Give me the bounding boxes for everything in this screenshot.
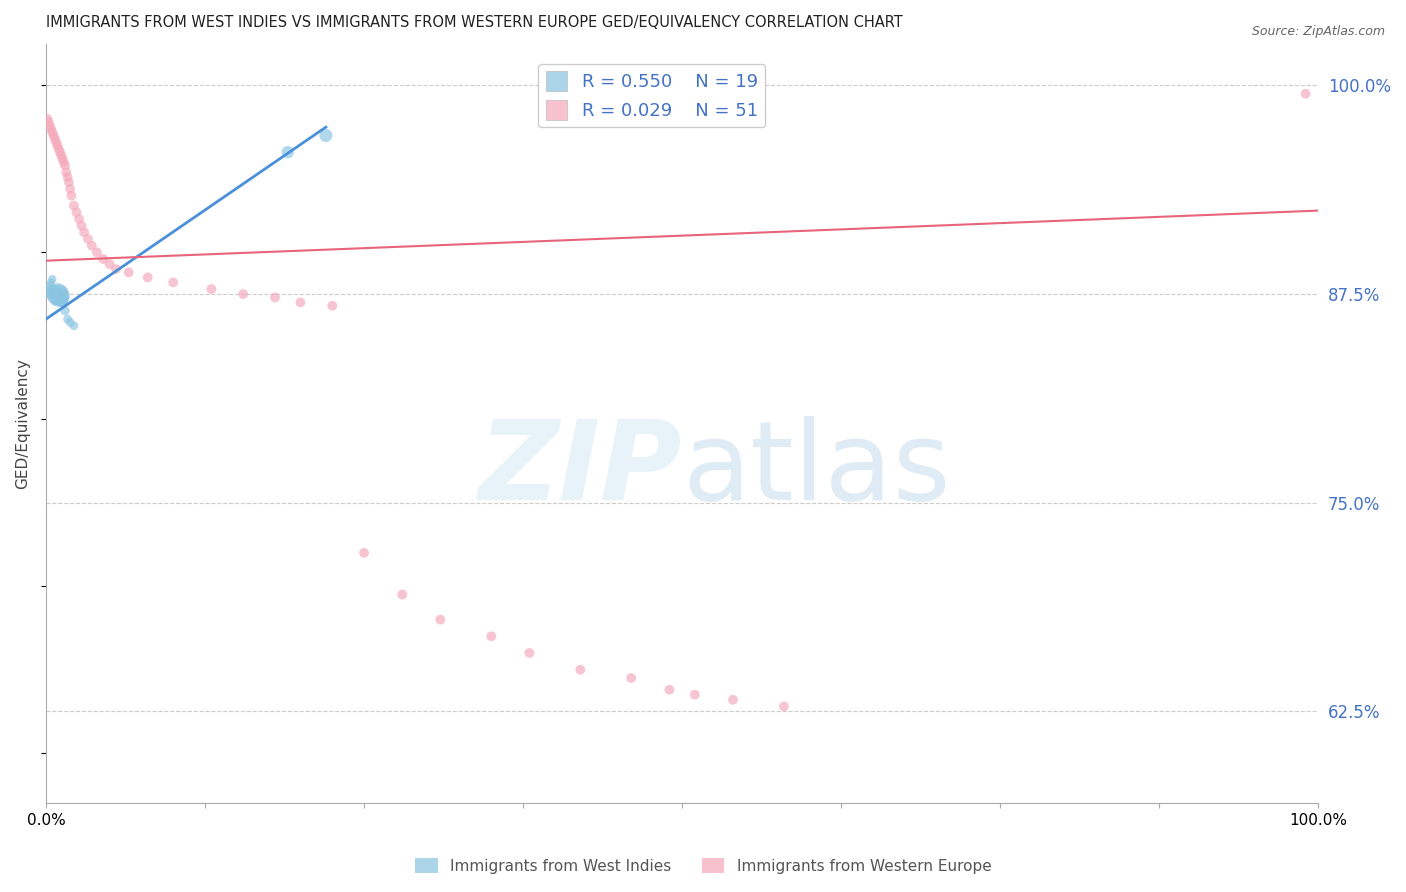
Point (290, 295, 312, 310)
Point (773, 699, 796, 714)
Point (58, 175, 80, 189)
Point (1295, 87, 1317, 101)
Point (52, 155, 75, 169)
Point (98, 257, 121, 271)
Point (44, 132, 66, 146)
Y-axis label: GED/Equivalency: GED/Equivalency (15, 358, 30, 489)
Point (38, 115, 60, 129)
Point (77, 232, 100, 246)
Point (353, 546, 375, 560)
Point (38, 119, 60, 133)
Point (721, 692, 744, 706)
Point (67, 211, 90, 226)
Point (59, 182, 82, 196)
Point (46, 287, 69, 301)
Point (200, 282, 222, 296)
Point (51, 152, 73, 166)
Point (479, 629, 502, 643)
Point (42, 128, 65, 143)
Point (49, 290, 72, 304)
Point (53, 303, 76, 318)
Point (104, 262, 127, 277)
Point (315, 128, 337, 143)
Point (519, 646, 541, 660)
Point (264, 290, 287, 304)
Point (56, 312, 79, 326)
Point (162, 276, 184, 290)
Point (63, 318, 86, 333)
Point (37, 287, 59, 301)
Point (44, 284, 66, 298)
Point (569, 663, 592, 677)
Point (48, 289, 70, 303)
Point (70, 219, 93, 233)
Point (232, 287, 254, 301)
Point (59, 315, 82, 329)
Point (38, 282, 60, 296)
Point (429, 613, 451, 627)
Point (51, 292, 73, 306)
Point (91, 252, 114, 266)
Point (391, 588, 413, 602)
Point (39, 276, 62, 290)
Point (86, 245, 108, 260)
Point (136, 270, 159, 285)
Text: IMMIGRANTS FROM WEST INDIES VS IMMIGRANTS FROM WESTERN EUROPE GED/EQUIVALENCY CO: IMMIGRANTS FROM WEST INDIES VS IMMIGRANT… (46, 15, 903, 30)
Point (277, 145, 299, 160)
Point (53, 159, 76, 173)
Point (60, 188, 83, 202)
Point (41, 272, 63, 286)
Point (45, 135, 67, 149)
Point (48, 142, 70, 156)
Point (683, 688, 706, 702)
Point (56, 170, 79, 185)
Legend: Immigrants from West Indies, Immigrants from Western Europe: Immigrants from West Indies, Immigrants … (409, 852, 997, 880)
Point (39, 121, 62, 136)
Point (55, 165, 77, 179)
Point (51, 148, 73, 162)
Point (51, 295, 73, 310)
Point (45, 285, 67, 300)
Point (321, 299, 343, 313)
Text: atlas: atlas (682, 416, 950, 523)
Point (80, 238, 103, 252)
Point (118, 265, 141, 279)
Point (49, 145, 72, 160)
Point (620, 671, 643, 685)
Point (41, 125, 63, 139)
Point (658, 682, 681, 697)
Point (65, 205, 87, 219)
Point (46, 138, 69, 153)
Legend: R = 0.550    N = 19, R = 0.029    N = 51: R = 0.550 N = 19, R = 0.029 N = 51 (538, 64, 765, 128)
Point (73, 225, 96, 239)
Point (63, 198, 86, 212)
Point (37, 112, 59, 126)
Point (38, 278, 60, 293)
Text: ZIP: ZIP (478, 416, 682, 523)
Point (42, 282, 65, 296)
Text: Source: ZipAtlas.com: Source: ZipAtlas.com (1251, 25, 1385, 38)
